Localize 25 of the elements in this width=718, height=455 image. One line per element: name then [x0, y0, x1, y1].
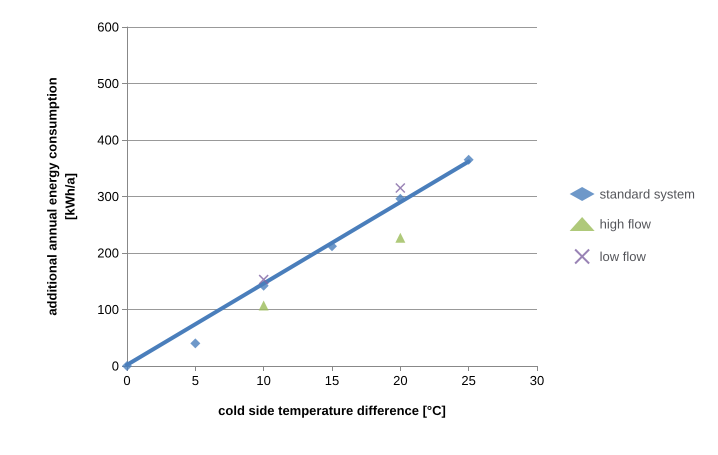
x-tick-label: 30 [530, 373, 544, 388]
point [464, 154, 474, 165]
x-axis-title: cold side temperature difference [°C] [218, 403, 446, 418]
x-tick-label: 10 [256, 373, 271, 388]
x-tick-label: 0 [123, 373, 131, 388]
y-tick-label: 300 [97, 189, 119, 204]
x-tick-label: 20 [393, 373, 408, 388]
x-tick-label: 15 [324, 373, 340, 388]
x-tick-label: 25 [461, 373, 476, 388]
point [258, 274, 269, 285]
legend-label: high flow [600, 216, 652, 232]
point [395, 182, 406, 194]
y-tick-label: 100 [97, 302, 119, 317]
y-tick-label: 200 [97, 246, 119, 260]
y-axis-title: additional annual energy consumption [kWh/a] [44, 77, 78, 316]
y-tick-label: 0 [112, 358, 119, 374]
legend-label: low flow [600, 249, 646, 264]
legend-label: standard system [600, 186, 695, 202]
x-tick-label: 5 [192, 373, 199, 388]
point [258, 300, 269, 311]
y-tick-label: 500 [97, 76, 119, 91]
point [190, 338, 200, 348]
y-tick-label: 600 [97, 20, 119, 34]
point [395, 232, 406, 243]
y-tick-label: 400 [97, 132, 119, 148]
